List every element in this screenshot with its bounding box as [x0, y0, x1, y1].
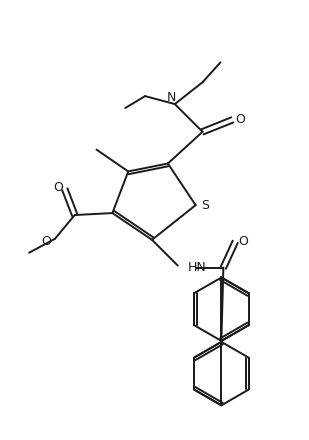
Text: N: N [167, 91, 176, 103]
Text: S: S [201, 198, 210, 212]
Text: O: O [53, 181, 63, 194]
Text: O: O [235, 114, 245, 126]
Text: HN: HN [188, 261, 206, 274]
Text: O: O [238, 235, 248, 248]
Text: O: O [41, 235, 51, 248]
